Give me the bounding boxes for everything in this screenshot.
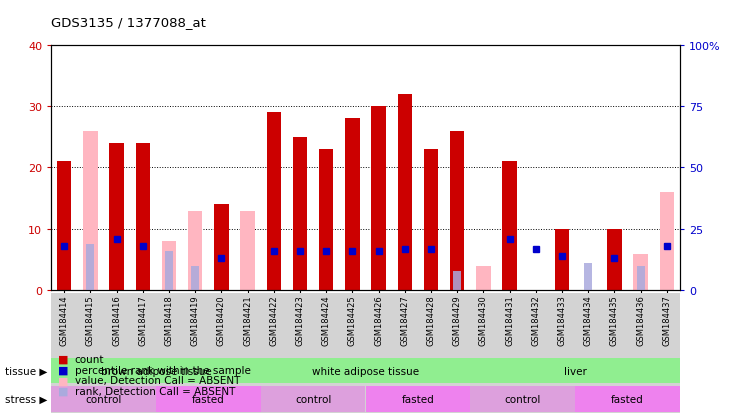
Bar bbox=[555, 229, 569, 291]
Text: GSM184416: GSM184416 bbox=[112, 295, 121, 345]
Text: GDS3135 / 1377088_at: GDS3135 / 1377088_at bbox=[51, 16, 206, 29]
Text: GSM184419: GSM184419 bbox=[191, 295, 200, 345]
Text: GSM184424: GSM184424 bbox=[322, 295, 330, 345]
Bar bbox=[240, 211, 255, 291]
Bar bbox=[110, 144, 124, 291]
Bar bbox=[575, 386, 680, 412]
Bar bbox=[86, 244, 94, 291]
Bar bbox=[424, 150, 438, 291]
Text: fasted: fasted bbox=[192, 394, 224, 404]
Text: ■: ■ bbox=[58, 375, 69, 385]
Bar bbox=[607, 229, 621, 291]
Text: GSM184427: GSM184427 bbox=[401, 295, 409, 345]
Bar bbox=[162, 242, 176, 291]
Text: GSM184428: GSM184428 bbox=[426, 295, 436, 345]
Text: GSM184415: GSM184415 bbox=[86, 295, 95, 345]
Text: GSM184430: GSM184430 bbox=[479, 295, 488, 345]
Text: GSM184414: GSM184414 bbox=[60, 295, 69, 345]
Bar bbox=[51, 357, 680, 385]
Text: GSM184435: GSM184435 bbox=[610, 295, 619, 345]
Text: fasted: fasted bbox=[611, 394, 644, 404]
Bar bbox=[156, 386, 261, 412]
Text: percentile rank within the sample: percentile rank within the sample bbox=[75, 365, 251, 375]
Text: GSM184437: GSM184437 bbox=[662, 295, 671, 346]
Text: white adipose tissue: white adipose tissue bbox=[312, 366, 419, 376]
Text: liver: liver bbox=[564, 366, 586, 376]
Bar bbox=[136, 144, 150, 291]
Bar bbox=[267, 113, 281, 291]
Bar bbox=[261, 358, 470, 384]
Bar bbox=[470, 358, 680, 384]
Text: ■: ■ bbox=[58, 386, 69, 396]
Text: control: control bbox=[504, 394, 541, 404]
Text: GSM184417: GSM184417 bbox=[138, 295, 148, 345]
Text: GSM184426: GSM184426 bbox=[374, 295, 383, 345]
Text: GSM184420: GSM184420 bbox=[217, 295, 226, 345]
Bar bbox=[214, 205, 229, 291]
Bar bbox=[366, 386, 470, 412]
Text: control: control bbox=[86, 394, 122, 404]
Bar bbox=[165, 252, 173, 291]
Bar bbox=[51, 385, 680, 413]
Bar bbox=[633, 254, 648, 291]
Text: ■: ■ bbox=[58, 354, 69, 364]
Text: value, Detection Call = ABSENT: value, Detection Call = ABSENT bbox=[75, 375, 240, 385]
Bar bbox=[659, 192, 674, 291]
Text: ■: ■ bbox=[58, 365, 69, 375]
Bar bbox=[371, 107, 386, 291]
Text: GSM184431: GSM184431 bbox=[505, 295, 514, 345]
Text: GSM184418: GSM184418 bbox=[164, 295, 173, 345]
Bar bbox=[450, 131, 464, 291]
Bar bbox=[57, 162, 72, 291]
Text: GSM184423: GSM184423 bbox=[295, 295, 305, 345]
Text: GSM184433: GSM184433 bbox=[558, 295, 567, 346]
Bar bbox=[319, 150, 333, 291]
Text: GSM184432: GSM184432 bbox=[531, 295, 540, 345]
Text: GSM184425: GSM184425 bbox=[348, 295, 357, 345]
Text: brown adipose tissue: brown adipose tissue bbox=[101, 366, 211, 376]
Bar bbox=[51, 293, 680, 357]
Bar bbox=[345, 119, 360, 291]
Bar bbox=[637, 266, 645, 291]
Bar bbox=[293, 138, 307, 291]
Text: GSM184434: GSM184434 bbox=[583, 295, 593, 345]
Bar bbox=[188, 211, 202, 291]
Bar bbox=[83, 131, 98, 291]
Text: fasted: fasted bbox=[401, 394, 434, 404]
Bar bbox=[51, 358, 261, 384]
Bar bbox=[398, 95, 412, 291]
Text: GSM184429: GSM184429 bbox=[452, 295, 462, 345]
Bar bbox=[192, 266, 200, 291]
Text: control: control bbox=[295, 394, 331, 404]
Bar bbox=[261, 386, 366, 412]
Text: count: count bbox=[75, 354, 104, 364]
Bar bbox=[584, 264, 592, 291]
Text: GSM184436: GSM184436 bbox=[636, 295, 645, 346]
Text: tissue ▶: tissue ▶ bbox=[5, 366, 48, 376]
Text: GSM184421: GSM184421 bbox=[243, 295, 252, 345]
Bar bbox=[476, 266, 491, 291]
Text: GSM184422: GSM184422 bbox=[269, 295, 279, 345]
Bar bbox=[453, 271, 461, 291]
Bar bbox=[470, 386, 575, 412]
Text: stress ▶: stress ▶ bbox=[5, 394, 48, 404]
Bar bbox=[502, 162, 517, 291]
Bar bbox=[51, 386, 156, 412]
Text: rank, Detection Call = ABSENT: rank, Detection Call = ABSENT bbox=[75, 386, 235, 396]
